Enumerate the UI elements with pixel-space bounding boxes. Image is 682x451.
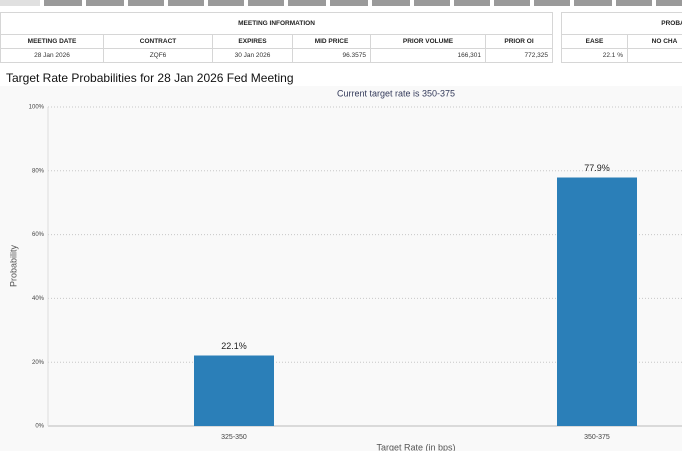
tab[interactable] [168, 0, 204, 6]
tab[interactable] [494, 0, 530, 6]
tab[interactable] [288, 0, 326, 6]
y-tick-label: 80% [32, 168, 45, 174]
tab[interactable] [128, 0, 164, 6]
tab[interactable] [44, 0, 82, 6]
cell: 96.3575 [292, 48, 371, 63]
tab[interactable] [414, 0, 450, 6]
tab[interactable] [454, 0, 490, 6]
table-title: PROBABILI [561, 12, 682, 35]
cell: ZQF6 [103, 48, 213, 63]
bar [194, 355, 274, 426]
tab[interactable] [616, 0, 652, 6]
column-header: MID PRICE [292, 34, 371, 49]
tab[interactable] [248, 0, 284, 6]
column-header: PRIOR VOLUME [370, 34, 486, 49]
data-label: 22.1% [221, 341, 247, 351]
cell: 772,325 [484, 48, 554, 63]
tab-bar [0, 0, 682, 6]
cell: 30 Jan 2026 [212, 48, 293, 63]
column-header: PRIOR OI [484, 34, 554, 49]
meeting-table: MEETING INFORMATION MEETING DATE CONTRAC… [0, 12, 554, 63]
column-header: CONTRACT [103, 34, 213, 49]
tab[interactable] [0, 0, 40, 6]
tab[interactable] [330, 0, 368, 6]
y-tick-label: 40% [32, 296, 45, 302]
x-tick-label: 350-375 [584, 434, 610, 441]
data-label: 77.9% [584, 163, 610, 173]
cell [627, 48, 682, 63]
table-title: MEETING INFORMATION [0, 12, 554, 35]
x-axis-label: Target Rate (in bps) [376, 442, 455, 451]
y-tick-label: 60% [32, 232, 45, 238]
y-tick-label: 100% [29, 105, 45, 111]
chart-subtitle: Current target rate is 350-375 [337, 88, 455, 98]
probability-table: PROBABILI EASE NO CHA 22.1 % [561, 12, 682, 63]
tab[interactable] [208, 0, 244, 6]
y-axis-label: Probability [8, 244, 18, 287]
tab[interactable] [656, 0, 682, 6]
cell: 28 Jan 2026 [0, 48, 104, 63]
column-header: EXPIRES [212, 34, 293, 49]
x-tick-label: 325-350 [221, 434, 247, 441]
y-tick-label: 0% [35, 424, 44, 430]
bar [557, 177, 637, 426]
column-header: MEETING DATE [0, 34, 104, 49]
column-header: EASE [561, 34, 628, 49]
tab[interactable] [372, 0, 410, 6]
cell: 166,301 [370, 48, 486, 63]
cell: 22.1 % [561, 48, 628, 63]
tab[interactable] [86, 0, 124, 6]
tab[interactable] [534, 0, 570, 6]
tab[interactable] [574, 0, 612, 6]
y-tick-label: 20% [32, 360, 45, 366]
chart-title: Target Rate Probabilities for 28 Jan 202… [6, 71, 294, 85]
column-header: NO CHA [627, 34, 682, 49]
chart: Current target rate is 350-375 Probabili… [0, 86, 682, 451]
